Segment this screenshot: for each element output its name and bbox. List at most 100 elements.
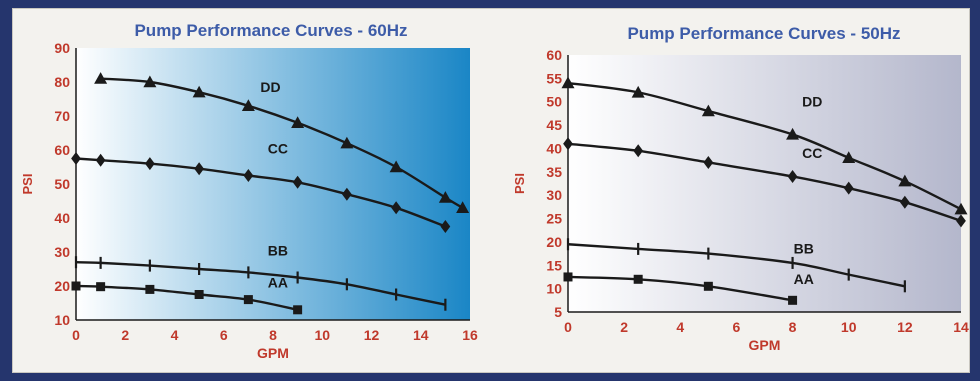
y-tick-label: 10 (546, 281, 562, 297)
series-bb: BB (566, 238, 906, 293)
data-point (703, 281, 713, 291)
series-label: BB (794, 241, 814, 257)
y-tick-label: 60 (54, 142, 70, 158)
y-tick-label: 90 (54, 40, 70, 56)
y-tick-label: 35 (546, 164, 562, 180)
x-tick-label: 12 (364, 327, 380, 343)
series-label: BB (268, 242, 288, 258)
data-point (389, 160, 403, 173)
data-point (899, 195, 910, 209)
x-tick-label: 14 (413, 327, 429, 343)
data-point (898, 174, 912, 187)
data-point (843, 181, 854, 195)
series-cc: CC (563, 137, 966, 228)
x-tick-label: 14 (953, 319, 969, 335)
x-tick-label: 6 (733, 319, 741, 335)
y-tick-label: 70 (54, 108, 70, 124)
data-point (563, 272, 573, 282)
y-tick-label: 50 (54, 176, 70, 192)
series-aa: AA (71, 275, 303, 315)
data-point (701, 104, 715, 117)
data-point (954, 202, 968, 215)
x-tick-label: 8 (789, 319, 797, 335)
x-tick-label: 6 (220, 327, 228, 343)
data-point (94, 72, 108, 84)
y-tick-label: 30 (54, 244, 70, 260)
y-tick-label: 20 (546, 234, 562, 250)
y-tick-label: 55 (546, 70, 562, 86)
series-label: AA (794, 271, 814, 287)
series-label: DD (802, 93, 822, 109)
series-dd: DD (94, 72, 470, 213)
y-tick-label: 20 (54, 278, 70, 294)
data-point (243, 169, 254, 182)
series-bb: BB (74, 242, 447, 311)
y-tick-label: 60 (546, 47, 562, 63)
data-point (292, 175, 303, 189)
data-point (291, 116, 305, 128)
x-tick-label: 12 (897, 319, 913, 335)
chart-2: Pump Performance Curves - 50Hz5101520253… (512, 24, 969, 353)
data-point (786, 127, 800, 140)
data-point (438, 191, 452, 203)
y-axis-label: PSI (512, 173, 527, 194)
data-point (145, 157, 155, 171)
data-point (143, 75, 157, 88)
data-point (633, 274, 643, 284)
x-tick-label: 4 (676, 319, 684, 335)
series-dd: DD (561, 76, 968, 215)
y-tick-label: 15 (546, 257, 562, 273)
data-point (703, 155, 714, 169)
data-point (293, 305, 303, 315)
x-tick-label: 2 (620, 319, 628, 335)
series-label: CC (268, 140, 288, 156)
data-point (340, 136, 354, 149)
data-point (241, 99, 255, 111)
y-tick-label: 50 (546, 94, 562, 110)
y-tick-label: 5 (554, 304, 562, 320)
data-point (71, 152, 81, 165)
data-point (145, 284, 155, 294)
chart-1: Pump Performance Curves - 60Hz1020304050… (20, 21, 478, 361)
series-line (567, 275, 793, 302)
series-aa: AA (563, 271, 814, 305)
data-point (71, 281, 81, 291)
data-point (561, 76, 575, 89)
data-point (95, 153, 106, 167)
x-axis-label: GPM (749, 337, 781, 353)
x-tick-label: 2 (121, 327, 129, 343)
series-label: CC (802, 145, 822, 161)
data-point (194, 162, 204, 176)
x-tick-label: 0 (72, 327, 80, 343)
y-axis-label: PSI (20, 174, 35, 195)
data-point (787, 169, 798, 183)
y-tick-label: 30 (546, 187, 562, 203)
x-tick-label: 8 (269, 327, 277, 343)
y-tick-label: 25 (546, 211, 562, 227)
data-point (96, 282, 106, 292)
y-tick-label: 45 (546, 117, 562, 133)
data-point (563, 137, 573, 151)
plot-area (568, 55, 961, 312)
data-point (194, 290, 204, 299)
data-point (243, 295, 253, 305)
data-point (456, 201, 470, 213)
y-tick-label: 80 (54, 74, 70, 90)
x-axis-label: GPM (257, 345, 289, 361)
chart-title: Pump Performance Curves - 60Hz (134, 21, 407, 40)
data-point (842, 151, 856, 163)
x-tick-label: 0 (564, 319, 572, 335)
data-point (391, 201, 401, 215)
data-point (342, 187, 352, 201)
y-tick-label: 40 (546, 140, 562, 156)
x-tick-label: 10 (841, 319, 857, 335)
x-tick-label: 16 (462, 327, 478, 343)
x-tick-label: 4 (171, 327, 179, 343)
y-tick-label: 40 (54, 210, 70, 226)
series-label: AA (268, 275, 288, 291)
data-point (633, 144, 644, 158)
series-label: DD (260, 79, 280, 95)
data-point (192, 85, 206, 98)
